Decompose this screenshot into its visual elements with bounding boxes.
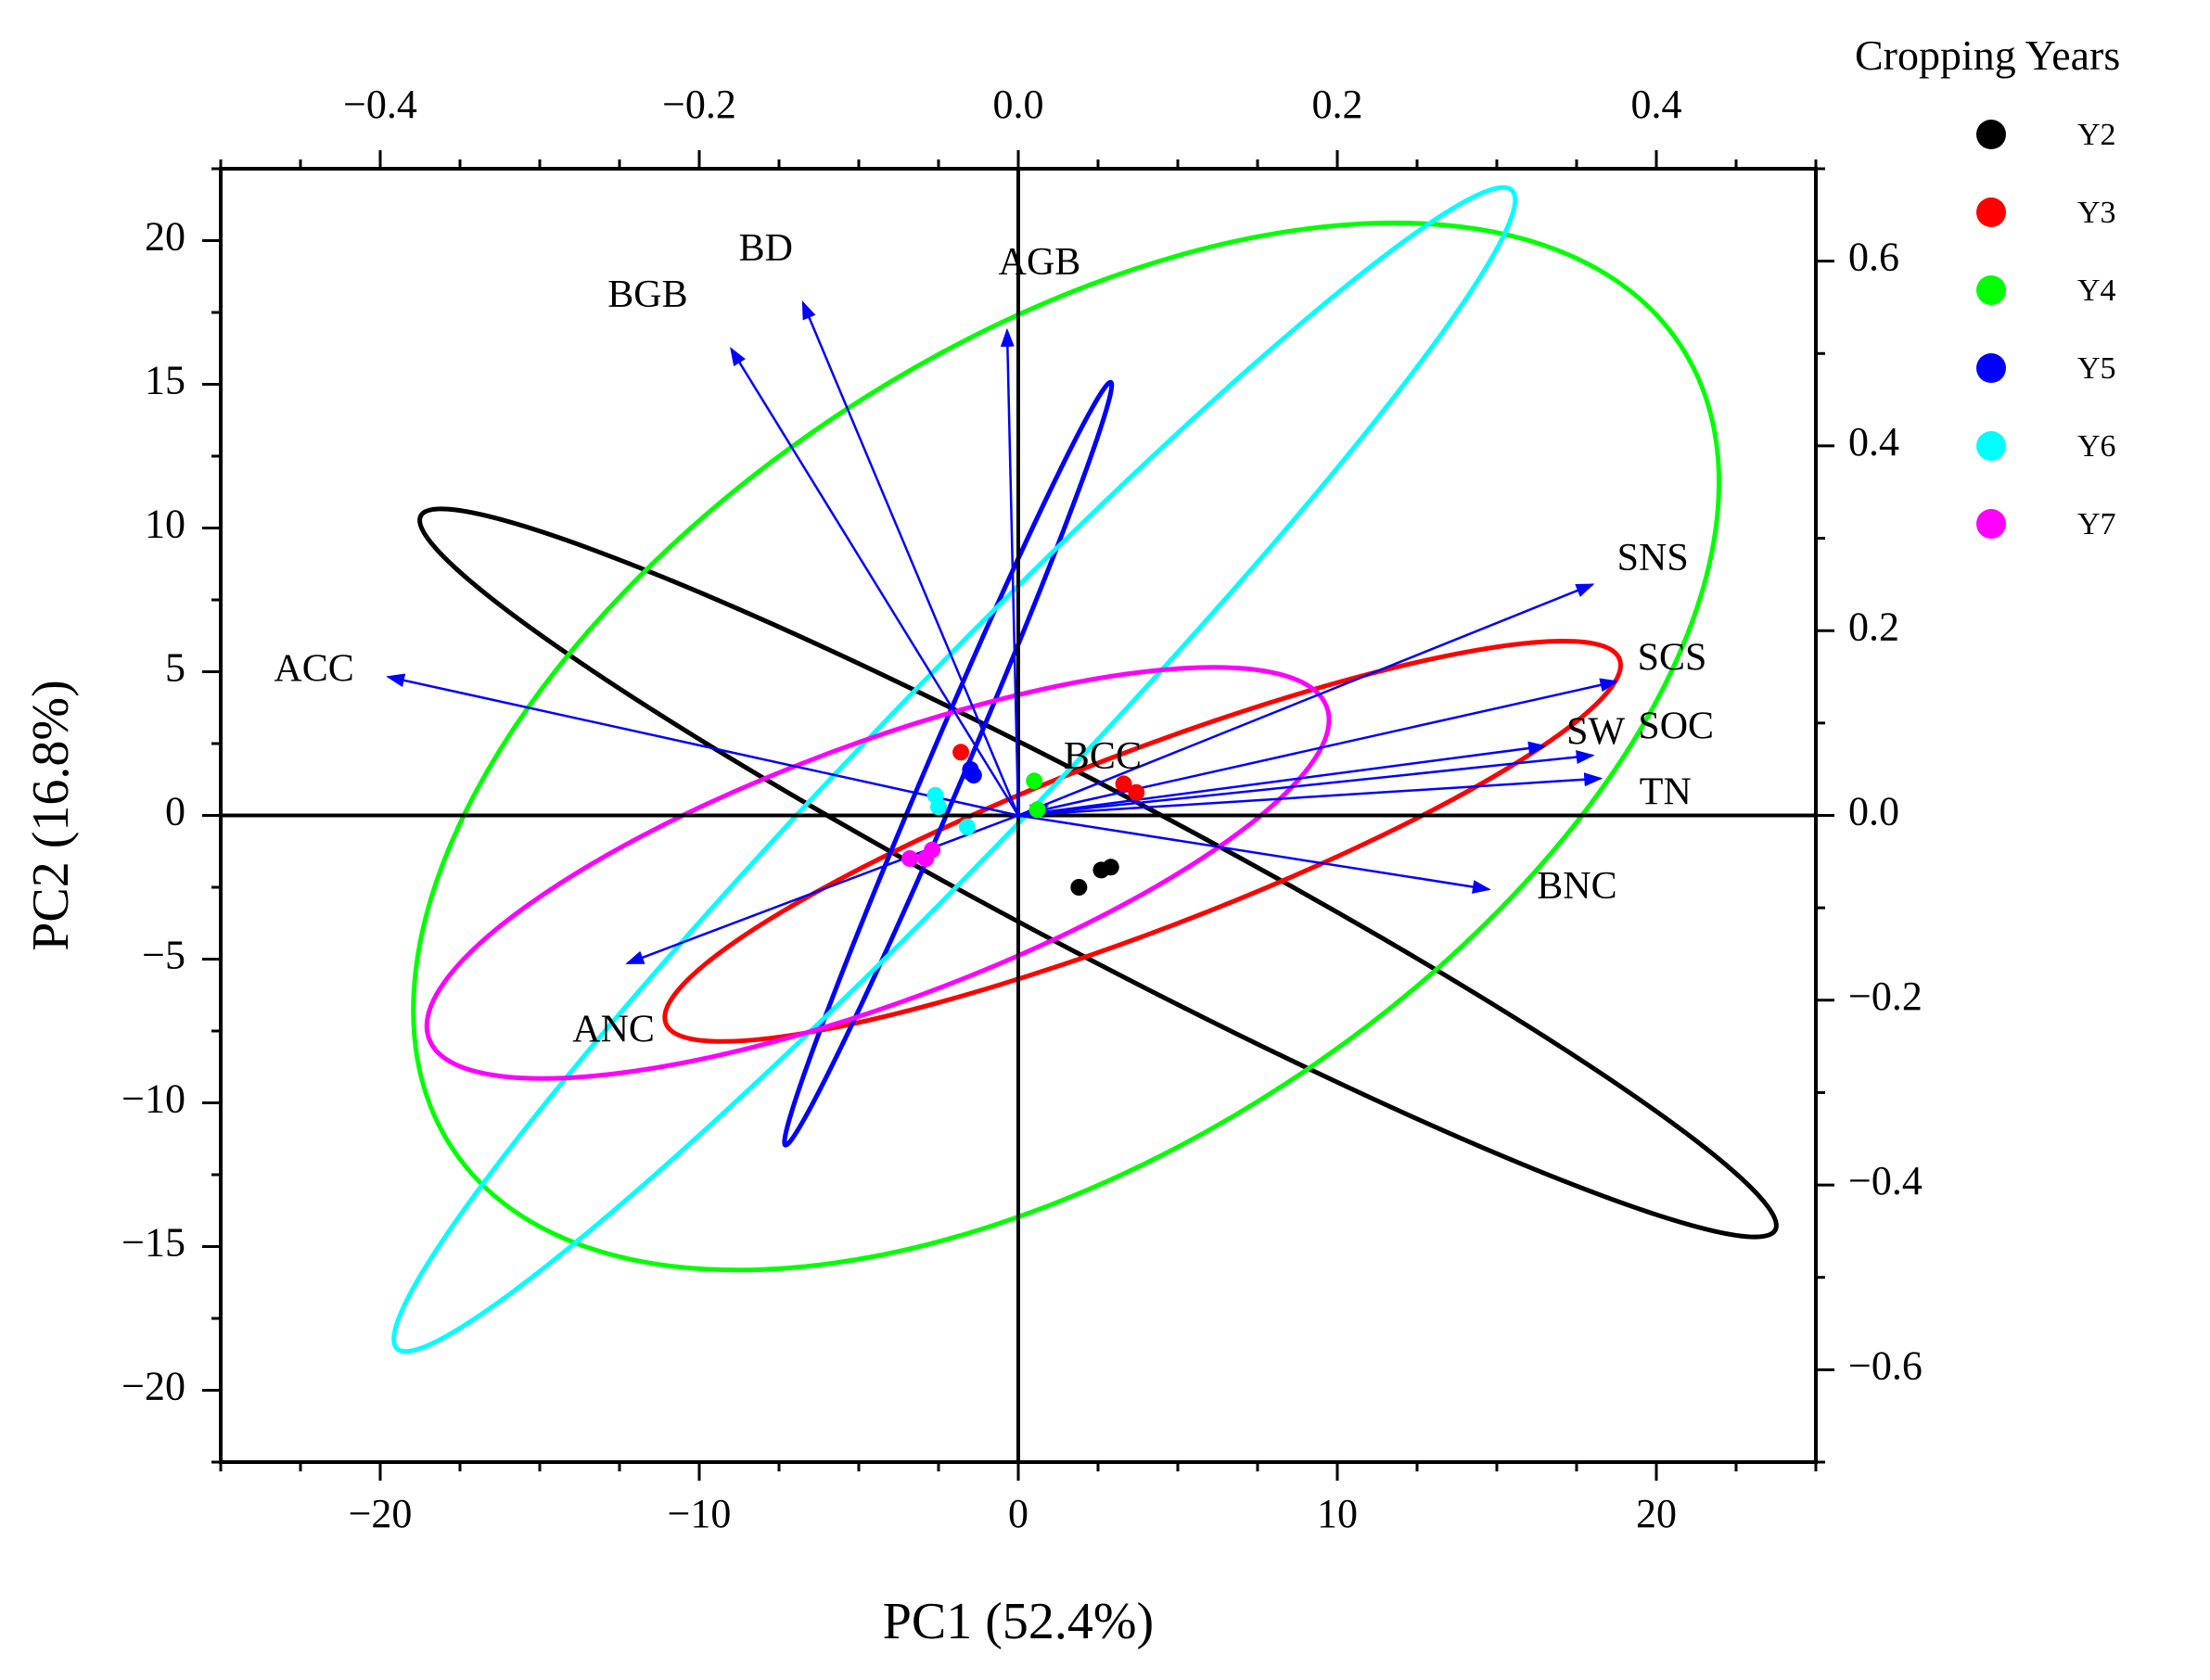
loading-arrow-bnc xyxy=(1017,814,1491,894)
legend-label-y4: Y4 xyxy=(2077,274,2116,308)
top-tick-label: 0.2 xyxy=(1312,82,1363,127)
top-tick-label: 0.0 xyxy=(993,82,1044,127)
loading-label-bd: BD xyxy=(739,227,793,270)
loading-arrow-anc xyxy=(625,814,1019,965)
loading-label-bnc: BNC xyxy=(1537,865,1616,908)
y-tick-label: 10 xyxy=(145,502,185,547)
ellipse-y3 xyxy=(662,639,1623,1044)
loading-label-anc: ANC xyxy=(572,1009,655,1051)
legend-marker-y6 xyxy=(1976,431,2006,461)
top-tick-label: −0.4 xyxy=(343,82,417,127)
legend: Cropping Years Y2 Y3 Y4 Y5 Y6 Y7 xyxy=(1855,32,2120,541)
point-y3-1 xyxy=(1115,775,1132,793)
ellipse-y7 xyxy=(424,665,1332,1081)
x-tick-label: −20 xyxy=(349,1491,413,1536)
y-tick-label: 15 xyxy=(145,358,185,403)
legend-label-y7: Y7 xyxy=(2077,507,2116,541)
legend-label-y5: Y5 xyxy=(2077,351,2116,386)
loading-label-sns: SNS xyxy=(1617,537,1689,579)
y-tick-label: 0 xyxy=(165,789,185,834)
legend-label-y2: Y2 xyxy=(2077,118,2116,152)
legend-marker-y2 xyxy=(1976,120,2006,149)
point-y6-2 xyxy=(930,798,947,816)
x-tick-label: 10 xyxy=(1317,1491,1358,1536)
loading-arrow-soc xyxy=(1017,750,1595,817)
loading-label-agb: AGB xyxy=(999,241,1081,284)
point-y7-3 xyxy=(924,841,941,859)
point-y3-2 xyxy=(1128,783,1145,801)
right-tick-label: 0.6 xyxy=(1848,235,1899,280)
right-tick-label: 0.2 xyxy=(1848,604,1899,649)
point-y3-3 xyxy=(952,744,970,761)
point-y4-1 xyxy=(1026,772,1043,790)
ellipse-y2 xyxy=(417,506,1779,1240)
loading-arrow-sw xyxy=(1017,741,1548,817)
point-y7-1 xyxy=(901,850,919,867)
y-axis-title: PC2 (16.8%) xyxy=(22,680,80,950)
legend-label-y3: Y3 xyxy=(2077,196,2116,230)
right-tick-label: −0.4 xyxy=(1848,1158,1923,1203)
loading-label-soc: SOC xyxy=(1638,705,1714,747)
right-tick-label: 0.4 xyxy=(1848,419,1899,465)
x-tick-label: 0 xyxy=(1008,1491,1028,1536)
loading-label-scs: SCS xyxy=(1638,637,1707,680)
y-tick-label: 5 xyxy=(165,645,185,691)
point-y4-2 xyxy=(1028,801,1046,819)
y-tick-label: −20 xyxy=(121,1364,185,1409)
loading-label-tn: TN xyxy=(1640,770,1692,813)
right-tick-label: −0.6 xyxy=(1848,1343,1923,1388)
ellipse-y4 xyxy=(411,220,1722,1273)
y-tick-label: −10 xyxy=(121,1076,185,1122)
legend-marker-y3 xyxy=(1976,197,2006,227)
legend-title: Cropping Years xyxy=(1855,32,2120,79)
loading-label-sw: SW xyxy=(1566,710,1625,753)
point-y5-3 xyxy=(962,764,979,781)
legend-marker-y4 xyxy=(1976,275,2006,305)
point-y2-3 xyxy=(1102,859,1119,876)
point-y6-3 xyxy=(958,818,976,835)
loading-arrow-sns xyxy=(1017,583,1595,817)
ellipse-y6 xyxy=(391,185,1518,1355)
x-tick-label: 20 xyxy=(1636,1491,1677,1536)
loading-arrow-bd xyxy=(801,300,1020,816)
loading-arrow-agb xyxy=(1000,327,1020,816)
legend-marker-y5 xyxy=(1976,353,2006,383)
top-tick-label: 0.4 xyxy=(1631,82,1682,127)
top-tick-label: −0.2 xyxy=(662,82,736,127)
y-tick-label: 20 xyxy=(145,214,185,260)
loading-arrow-tn xyxy=(1017,772,1603,817)
right-tick-label: 0.0 xyxy=(1848,789,1899,834)
axes: −20 −10 0 10 20 −20 −15 −10 −5 0 5 10 15 20 −0.4 −0.2 0.… xyxy=(22,82,1923,1650)
right-tick-label: −0.2 xyxy=(1848,974,1923,1019)
y-tick-label: −15 xyxy=(121,1220,185,1266)
loading-arrow-acc xyxy=(386,673,1019,817)
loading-label-acc: ACC xyxy=(274,648,353,691)
loading-arrow-bgb xyxy=(730,347,1020,817)
y-tick-label: −5 xyxy=(142,933,185,978)
loading-arrow-scs xyxy=(1017,678,1619,817)
x-axis-title: PC1 (52.4%) xyxy=(883,1593,1154,1650)
point-y2-1 xyxy=(1070,879,1088,896)
loading-labels: AGB BD BGB ACC ANC BCC BNC SNS SCS SW SOC TN xyxy=(274,227,1714,1050)
loading-arrows xyxy=(386,300,1619,965)
loading-label-bgb: BGB xyxy=(607,274,687,316)
legend-label-y6: Y6 xyxy=(2077,429,2116,464)
score-points xyxy=(901,744,1145,896)
x-tick-label: −10 xyxy=(668,1491,732,1536)
loading-label-bcc: BCC xyxy=(1064,735,1142,778)
legend-marker-y7 xyxy=(1976,509,2006,539)
